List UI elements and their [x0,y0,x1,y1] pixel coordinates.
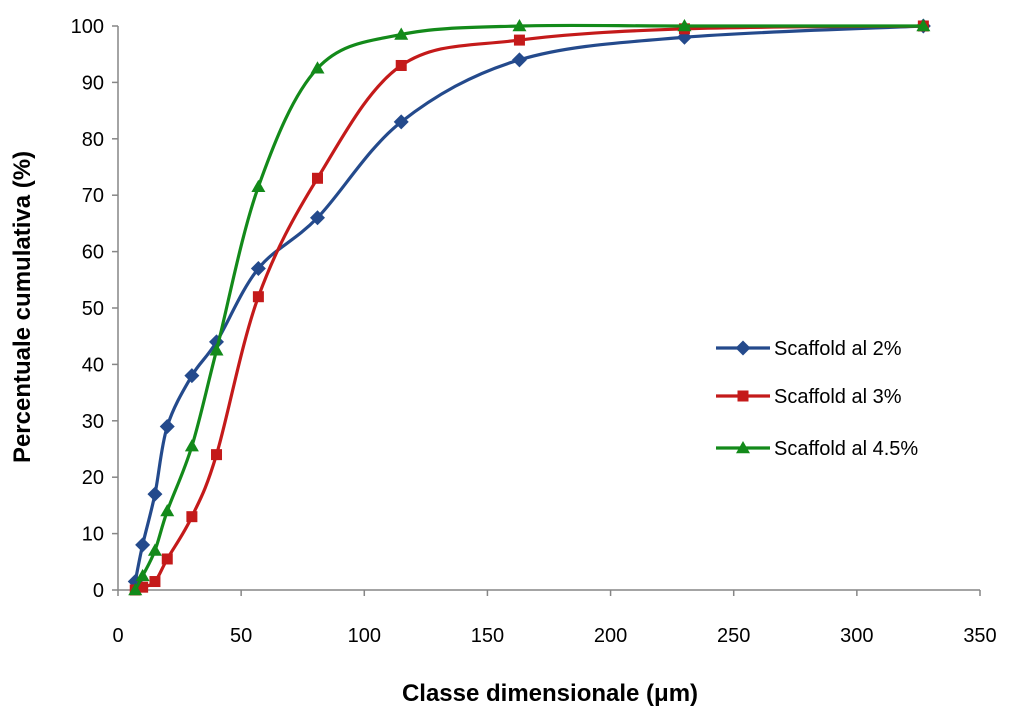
y-axis-title: Percentuale cumulativa (%) [9,151,36,463]
y-tick-label: 60 [82,242,104,264]
y-tick-label: 100 [71,16,104,38]
x-tick-label: 200 [594,625,627,647]
legend-label: Scaffold al 2% [774,338,902,360]
data-point [137,581,149,593]
data-point [311,172,323,184]
data-point [135,537,151,553]
x-tick-label: 250 [717,625,750,647]
y-tick-label: 0 [93,580,104,602]
data-point [250,261,266,277]
y-tick-label: 80 [82,129,104,151]
legend-item: Scaffold al 4.5% [716,438,918,460]
y-tick-label: 50 [82,298,104,320]
legend-label: Scaffold al 4.5% [774,438,918,460]
data-point [149,576,161,588]
y-tick-label: 10 [82,524,104,546]
axes: 0 10 20 30 40 50 60 70 80 90 100 0 50 100 150 200 250 300… [71,16,997,647]
data-point [394,27,409,40]
data-point [147,543,162,556]
y-tick-label: 30 [82,411,104,433]
legend-marker [735,340,751,356]
series-line [133,24,925,592]
x-tick-label: 350 [963,625,996,647]
data-point [160,504,175,517]
data-point [309,210,325,226]
series-line [133,23,925,592]
legend-marker [736,441,750,454]
data-point [513,34,525,46]
series-3 [128,19,931,596]
data-point [512,19,527,32]
legend-marker [737,390,749,402]
data-point [161,553,173,565]
x-tick-label: 0 [112,625,123,647]
legend-label: Scaffold al 3% [774,386,902,408]
data-point [511,52,527,68]
legend-item: Scaffold al 3% [716,386,902,408]
series-line [133,24,925,584]
y-tick-label: 20 [82,467,104,489]
data-point [184,439,199,452]
data-point [251,179,266,192]
legend-item: Scaffold al 2% [716,338,902,360]
data-point [676,29,692,45]
data-point [677,19,692,32]
data-point [395,59,407,71]
data-point [393,114,409,130]
series-2 [129,20,929,596]
data-point [310,61,325,74]
data-point [147,486,163,502]
x-tick-label: 300 [840,625,873,647]
x-tick-label: 50 [230,625,252,647]
data-point [159,418,175,434]
y-tick-label: 40 [82,354,104,376]
data-point [209,343,224,356]
data-point [135,568,150,582]
x-axis-title: Classe dimensionale (μm) [402,680,698,707]
data-point [184,368,200,384]
x-tick-label: 100 [348,625,381,647]
series-1 [127,18,931,590]
data-point [186,511,198,523]
data-point [211,449,223,461]
series-layer [127,18,931,596]
data-point [916,19,931,32]
data-point [252,291,264,303]
y-tick-label: 90 [82,72,104,94]
y-tick-label: 70 [82,185,104,207]
data-point [128,583,143,596]
legend: Scaffold al 2% Scaffold al 3% Scaffold al … [716,338,918,460]
x-tick-label: 150 [471,625,504,647]
